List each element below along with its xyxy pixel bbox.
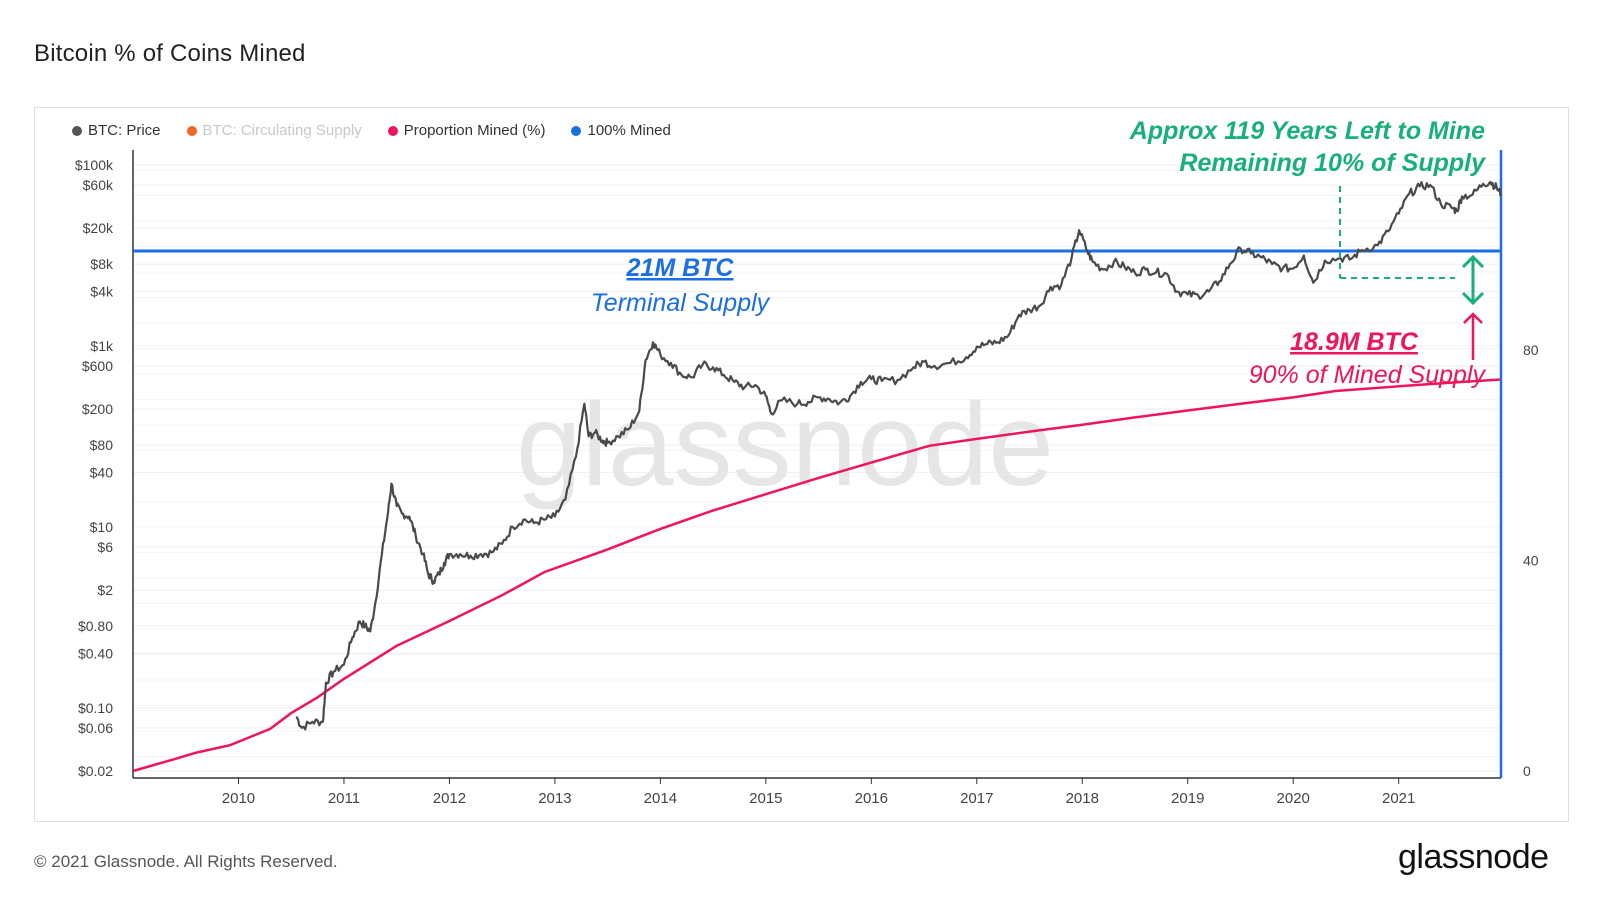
- legend-label: BTC: Price: [88, 122, 161, 139]
- x-tick-label: 2018: [1066, 790, 1099, 807]
- terminal-supply-title: 21M BTC: [626, 254, 735, 282]
- x-tick-label: 2015: [749, 790, 782, 807]
- legend-item-0[interactable]: BTC: Price: [72, 122, 161, 139]
- mined-supply-subtitle: 90% of Mined Supply: [1249, 361, 1487, 389]
- legend-item-2[interactable]: Proportion Mined (%): [387, 122, 546, 139]
- x-tick-label: 2013: [538, 790, 571, 807]
- chart-panel: [34, 107, 1569, 822]
- page-title: Bitcoin % of Coins Mined: [34, 40, 306, 67]
- y-left-tick-label: $60k: [83, 177, 114, 193]
- x-tick-label: 2010: [222, 790, 255, 807]
- y-left-tick-label: $40: [90, 464, 114, 480]
- legend-dot-icon: [186, 125, 197, 136]
- y-left-tick-label: $80: [90, 437, 114, 453]
- legend-dot-icon: [571, 125, 582, 136]
- y-right-tick-label: 80: [1523, 342, 1539, 358]
- x-tick-label: 2017: [960, 790, 993, 807]
- x-tick-label: 2012: [433, 790, 466, 807]
- legend-dot-icon: [387, 125, 398, 136]
- green-double-arrow: [1461, 254, 1485, 306]
- y-left-tick-label: $0.06: [78, 720, 113, 736]
- red-up-arrow: [1463, 312, 1483, 360]
- copyright-text: © 2021 Glassnode. All Rights Reserved.: [34, 852, 338, 871]
- x-tick-label: 2016: [855, 790, 888, 807]
- y-right-tick-label: 0: [1523, 763, 1531, 779]
- y-left-tick-label: $200: [82, 401, 113, 417]
- series-proportion-mined: [132, 378, 1502, 773]
- grid-layer: [133, 164, 1501, 772]
- y-left-tick-label: $0.10: [78, 700, 113, 716]
- years-left-line2: Remaining 10% of Supply: [1179, 149, 1486, 177]
- legend: BTC: Price BTC: Circulating Supply Proport…: [72, 122, 671, 139]
- x-tick-label: 2019: [1171, 790, 1204, 807]
- legend-item-1[interactable]: BTC: Circulating Supply: [186, 122, 362, 139]
- y-left-tick-label: $0.02: [78, 763, 113, 779]
- legend-label: 100% Mined: [587, 122, 671, 139]
- terminal-supply-subtitle: Terminal Supply: [591, 289, 771, 317]
- legend-label: BTC: Circulating Supply: [202, 122, 362, 139]
- y-left-tick-label: $2: [97, 582, 113, 598]
- legend-item-3[interactable]: 100% Mined: [571, 122, 671, 139]
- y-left-tick-label: $1k: [90, 338, 114, 354]
- legend-dot-icon: [72, 125, 82, 136]
- y-left-tick-label: $20k: [83, 220, 114, 236]
- y-left-tick-label: $8k: [90, 256, 114, 272]
- y-left-tick-label: $6: [97, 539, 113, 555]
- y-left-tick-label: $100k: [75, 157, 114, 173]
- y-left-tick-label: $600: [82, 358, 113, 374]
- y-left-tick-label: $0.80: [78, 618, 113, 634]
- glassnode-logo: glassnode: [1398, 838, 1549, 876]
- x-tick-label: 2020: [1277, 790, 1310, 807]
- y-left-tick-label: $10: [90, 519, 114, 535]
- x-tick-label: 2021: [1382, 790, 1415, 807]
- legend-label: Proportion Mined (%): [403, 122, 546, 139]
- years-left-line1: Approx 119 Years Left to Mine: [1129, 117, 1485, 145]
- y-left-tick-label: $0.40: [78, 645, 113, 661]
- annotation-layer: 21M BTC Terminal Supply 18.9M BTC 90% of…: [591, 117, 1487, 389]
- x-tick-label: 2014: [644, 790, 677, 807]
- series-layer: [132, 150, 1503, 778]
- mined-supply-title: 18.9M BTC: [1290, 328, 1419, 356]
- y-right-tick-label: 40: [1523, 553, 1539, 569]
- axis-layer: $100k $60k $20k $8k $4k $1k $600 $200 $80 $40 $10 $…: [75, 150, 1539, 807]
- x-tick-label: 2011: [328, 790, 360, 807]
- y-left-tick-label: $4k: [90, 283, 114, 299]
- series-btc-price: [295, 180, 1502, 731]
